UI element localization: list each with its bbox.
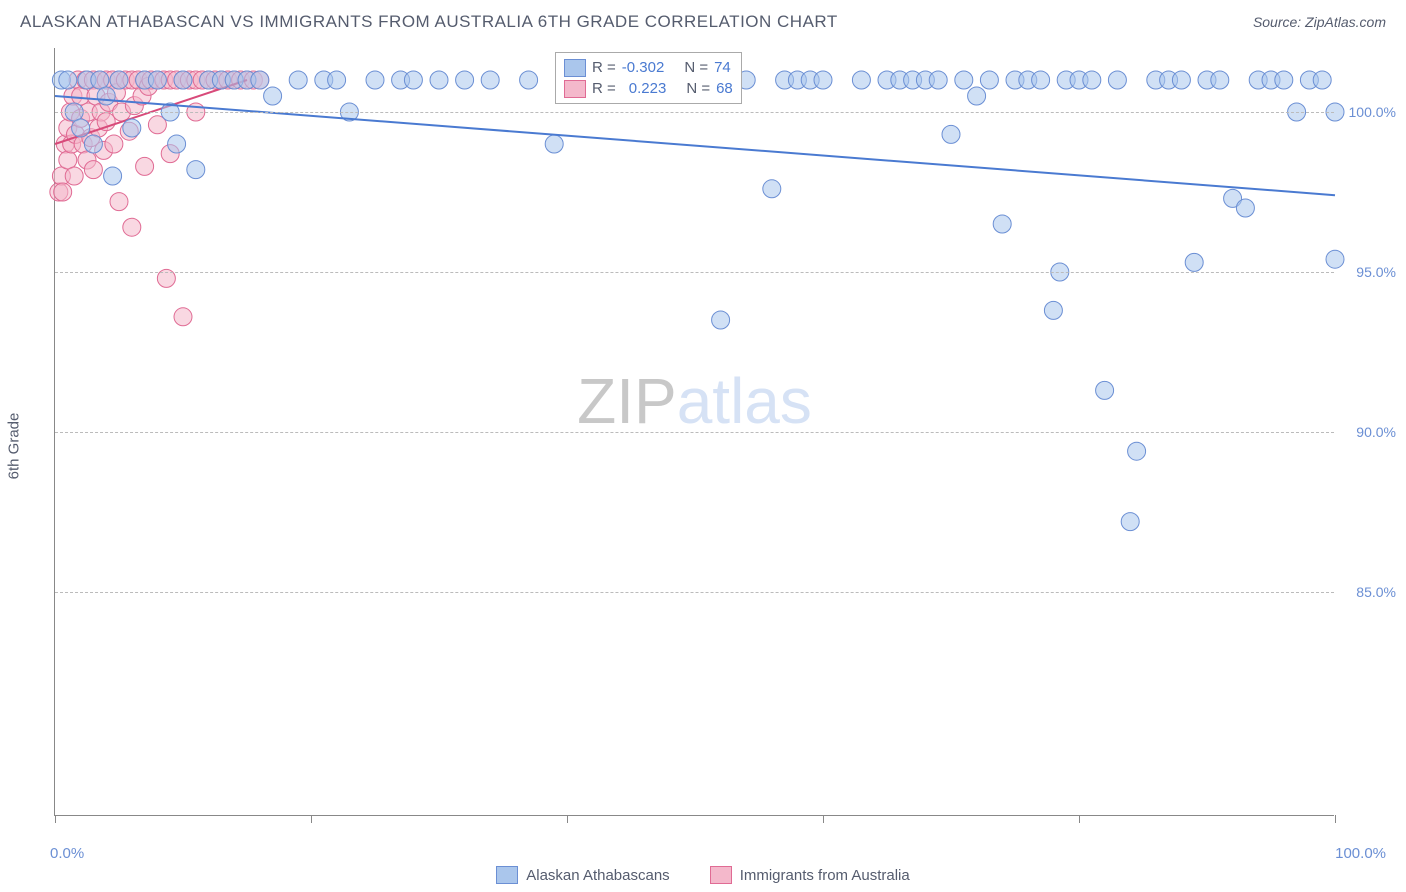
data-point (1326, 250, 1344, 268)
data-point (104, 167, 122, 185)
x-tick (1079, 815, 1080, 823)
gridline (55, 272, 1334, 273)
y-tick-label: 95.0% (1356, 264, 1396, 280)
x-tick (823, 815, 824, 823)
data-point (481, 71, 499, 89)
y-tick-label: 100.0% (1349, 104, 1396, 120)
data-point (1128, 442, 1146, 460)
bottom-legend: Alaskan Athabascans Immigrants from Aust… (0, 866, 1406, 884)
correlation-legend: R = -0.302 N = 74 R = 0.223 N = 68 (555, 52, 742, 104)
data-point (174, 71, 192, 89)
x-tick (311, 815, 312, 823)
data-point (712, 311, 730, 329)
x-tick (55, 815, 56, 823)
bottom-swatch-blue (496, 866, 518, 884)
data-point (59, 71, 77, 89)
data-point (1313, 71, 1331, 89)
y-axis-title: 6th Grade (6, 413, 23, 480)
legend-row-a: R = -0.302 N = 74 (564, 57, 733, 78)
data-point (1044, 301, 1062, 319)
data-point (105, 135, 123, 153)
data-point (545, 135, 563, 153)
data-point (1275, 71, 1293, 89)
x-tick (1335, 815, 1336, 823)
data-point (993, 215, 1011, 233)
data-point (328, 71, 346, 89)
y-tick-label: 90.0% (1356, 424, 1396, 440)
legend-row-b: R = 0.223 N = 68 (564, 78, 733, 99)
data-point (968, 87, 986, 105)
data-point (1108, 71, 1126, 89)
data-point (1185, 253, 1203, 271)
y-tick-label: 85.0% (1356, 584, 1396, 600)
data-point (65, 167, 83, 185)
data-point (123, 119, 141, 137)
data-point (110, 193, 128, 211)
legend-r-label-2: R = (592, 78, 616, 99)
legend-r-label: R = (592, 57, 616, 78)
gridline (55, 592, 1334, 593)
data-point (955, 71, 973, 89)
data-point (54, 183, 72, 201)
chart-header: ALASKAN ATHABASCAN VS IMMIGRANTS FROM AU… (0, 0, 1406, 40)
data-point (187, 161, 205, 179)
data-point (980, 71, 998, 89)
legend-r-value-a: -0.302 (622, 57, 665, 78)
data-point (430, 71, 448, 89)
gridline (55, 432, 1334, 433)
data-point (72, 119, 90, 137)
legend-n-label: N = (684, 57, 708, 78)
data-point (168, 135, 186, 153)
legend-n-value-a: 74 (714, 57, 731, 78)
data-point (852, 71, 870, 89)
data-point (520, 71, 538, 89)
x-axis-max-label: 100.0% (1335, 845, 1386, 862)
data-point (84, 135, 102, 153)
data-point (814, 71, 832, 89)
data-point (110, 71, 128, 89)
legend-r-value-b: 0.223 (622, 78, 667, 99)
legend-n-label-2: N = (686, 78, 710, 99)
data-point (136, 157, 154, 175)
data-point (942, 125, 960, 143)
data-point (264, 87, 282, 105)
chart-source: Source: ZipAtlas.com (1253, 14, 1386, 30)
chart-title: ALASKAN ATHABASCAN VS IMMIGRANTS FROM AU… (20, 12, 838, 32)
data-point (1211, 71, 1229, 89)
legend-n-value-b: 68 (716, 78, 733, 99)
plot-area: ZIPatlas 85.0%90.0%95.0%100.0% R = -0.30… (54, 48, 1334, 816)
data-point (251, 71, 269, 89)
data-point (289, 71, 307, 89)
data-point (174, 308, 192, 326)
trend-line (55, 96, 1335, 195)
data-point (91, 71, 109, 89)
data-point (763, 180, 781, 198)
bottom-legend-label-b: Immigrants from Australia (740, 867, 910, 884)
bottom-legend-item-b: Immigrants from Australia (710, 866, 910, 884)
data-point (59, 151, 77, 169)
legend-swatch-pink (564, 80, 586, 98)
data-point (84, 161, 102, 179)
x-tick (567, 815, 568, 823)
data-point (1172, 71, 1190, 89)
data-point (1083, 71, 1101, 89)
data-point (1032, 71, 1050, 89)
data-point (456, 71, 474, 89)
data-point (1236, 199, 1254, 217)
bottom-legend-item-a: Alaskan Athabascans (496, 866, 669, 884)
x-axis-min-label: 0.0% (50, 845, 84, 862)
bottom-legend-label-a: Alaskan Athabascans (526, 867, 669, 884)
data-point (929, 71, 947, 89)
data-point (123, 218, 141, 236)
legend-swatch-blue (564, 59, 586, 77)
gridline (55, 112, 1334, 113)
data-point (97, 87, 115, 105)
data-point (148, 71, 166, 89)
data-point (1121, 513, 1139, 531)
data-point (366, 71, 384, 89)
data-point (404, 71, 422, 89)
data-point (1096, 381, 1114, 399)
bottom-swatch-pink (710, 866, 732, 884)
